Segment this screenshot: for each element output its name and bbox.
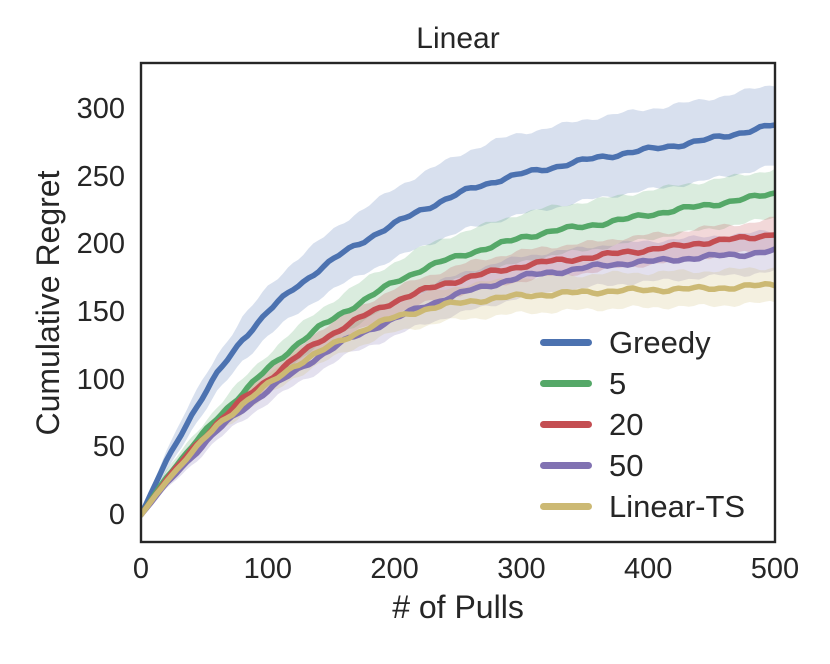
legend-item: Linear-TS [540, 486, 745, 527]
plot-spines [139, 61, 777, 544]
chart-title: Linear [416, 22, 500, 55]
band-50 [141, 229, 775, 515]
legend-line-swatch [540, 339, 592, 346]
legend-label: 20 [609, 407, 644, 442]
legend-line-swatch [540, 462, 592, 469]
y-tick-label: 250 [76, 160, 125, 193]
line-20 [141, 232, 775, 518]
line-Greedy [141, 122, 775, 518]
x-tick-label: 0 [132, 553, 150, 585]
legend-label: 5 [609, 366, 627, 401]
legend-label: Greedy [609, 325, 711, 360]
legend-item: 50 [540, 445, 745, 486]
line-5 [141, 190, 775, 518]
legend-line-swatch [540, 380, 592, 387]
legend-line-swatch [540, 421, 592, 428]
x-tick-label: 200 [370, 553, 419, 585]
x-tick-label: 100 [243, 553, 292, 585]
legend-item: Greedy [540, 322, 745, 363]
legend-label: Linear-TS [609, 489, 746, 524]
y-tick-label: 300 [76, 93, 125, 125]
y-tick-label: 100 [76, 363, 125, 396]
y-tick-label: 0 [108, 498, 125, 531]
y-tick-label: 150 [76, 295, 125, 328]
y-axis-label: Cumulative Regret [30, 170, 66, 436]
x-axis-label: # of Pulls [392, 589, 524, 625]
legend-line-swatch [540, 503, 592, 510]
x-tick-label: 400 [623, 553, 673, 585]
line-Linear-TS [141, 281, 775, 518]
band-Greedy [141, 85, 775, 515]
x-tick-label: 500 [750, 553, 800, 585]
legend-item: 20 [540, 404, 745, 445]
band-20 [141, 216, 775, 515]
legend-item: 5 [540, 363, 745, 404]
x-tick-label: 300 [497, 553, 546, 585]
legend-label: 50 [609, 448, 644, 483]
y-tick-label: 50 [92, 431, 125, 464]
line-50 [141, 246, 775, 518]
series-lines [141, 122, 775, 518]
legend: Greedy 5 20 50 Linear-TS [540, 322, 745, 527]
y-tick-label: 200 [76, 228, 125, 261]
